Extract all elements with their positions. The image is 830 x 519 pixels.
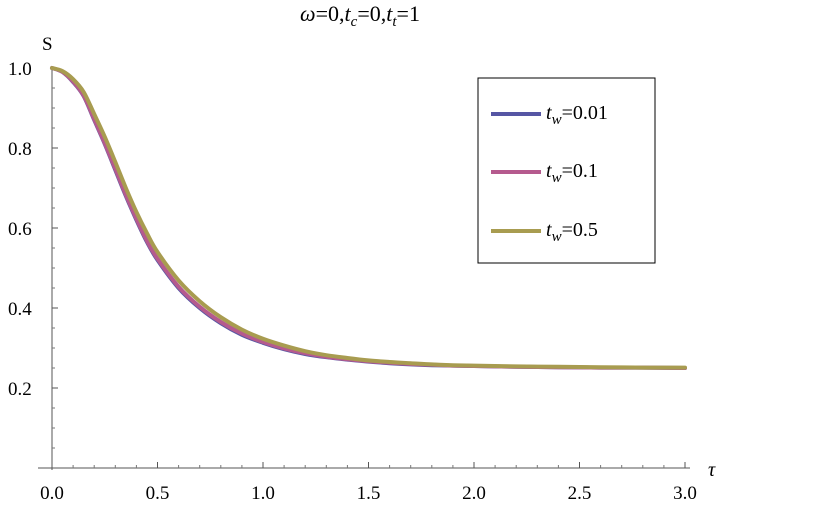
legend-label-tw-05: tw=0.5 (546, 219, 598, 245)
y-tick-label: 0.2 (8, 379, 32, 400)
series-lines (50, 66, 687, 370)
y-axis-label: S (42, 34, 53, 55)
legend: tw=0.01 tw=0.1 tw=0.5 (477, 77, 656, 264)
x-tick-label: 0.5 (146, 483, 170, 504)
chart-title: ω=0,tc=0,tt=1 (300, 1, 420, 30)
series-line-2 (50, 66, 687, 370)
legend-label-tw-001: tw=0.01 (546, 102, 608, 128)
tick-labels: 0.0 0.5 1.0 1.5 2.0 2.5 3.0 0.2 0.4 0.6 0.8 1.0 (8, 59, 697, 504)
x-axis-label: τ (708, 459, 716, 481)
y-tick-label: 0.6 (8, 219, 32, 240)
y-tick-label: 0.4 (8, 299, 32, 320)
x-tick-label: 1.5 (357, 483, 381, 504)
legend-label-tw-01: tw=0.1 (546, 160, 598, 186)
y-tick-label: 1.0 (8, 59, 32, 80)
x-tick-label: 0.0 (40, 483, 64, 504)
y-tick-label: 0.8 (8, 139, 32, 160)
x-tick-label: 2.5 (568, 483, 592, 504)
x-tick-label: 1.0 (251, 483, 275, 504)
x-tick-label: 2.0 (462, 483, 486, 504)
x-tick-label: 3.0 (673, 483, 697, 504)
